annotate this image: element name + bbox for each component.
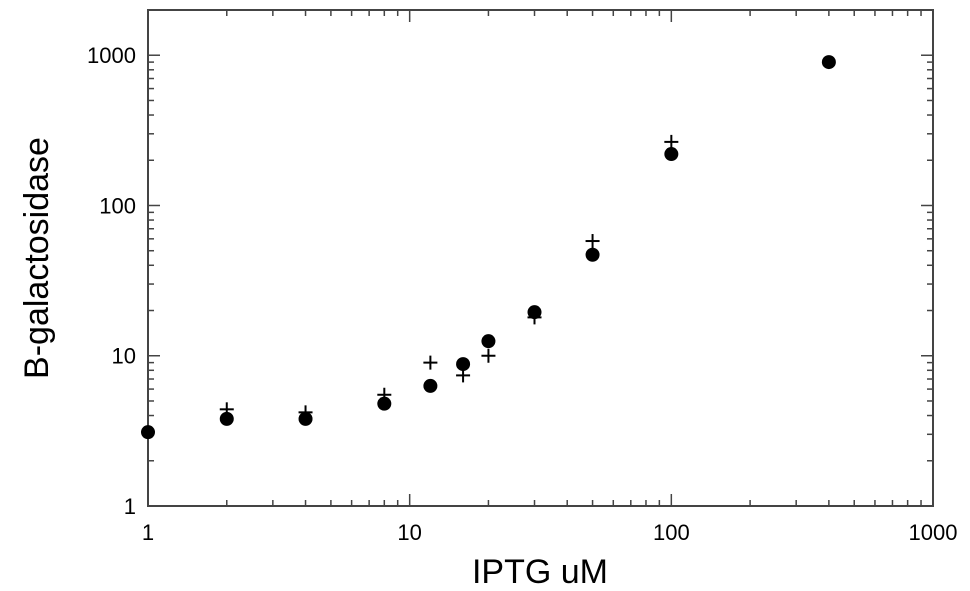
y-tick-labels: 1 10 100 1000 [87,43,136,519]
x-tick-labels: 1 10 100 1000 [142,520,958,545]
data-point-plus [481,348,496,363]
x-tick-label: 100 [653,520,690,545]
axis-ticks [147,9,934,507]
data-points [141,55,836,440]
data-point-circle [821,55,836,70]
data-point-circle [377,396,392,411]
data-point-circle [423,378,438,393]
y-tick-label: 100 [99,193,136,218]
data-point-plus [377,387,392,402]
data-point-circle [664,147,679,162]
y-tick-label: 1 [124,494,136,519]
data-point-plus [585,234,600,249]
data-point-circle [456,357,471,372]
data-point-plus [298,405,313,420]
y-axis-title: B-galactosidase [18,137,56,379]
x-tick-label: 1 [142,520,154,545]
x-tick-label: 1000 [909,520,958,545]
y-tick-label: 10 [112,344,136,369]
data-point-circle [481,334,496,349]
data-point-plus [219,402,234,417]
data-point-plus [527,310,542,325]
y-tick-label: 1000 [87,43,136,68]
plot-frame [147,9,934,507]
data-point-plus [456,368,471,383]
x-tick-label: 10 [397,520,421,545]
data-point-plus [423,355,438,370]
data-point-circle [141,425,155,440]
data-point-plus [664,134,679,149]
data-point-circle [219,411,234,426]
x-axis-title: IPTG uM [472,553,608,591]
data-point-circle [585,247,600,262]
